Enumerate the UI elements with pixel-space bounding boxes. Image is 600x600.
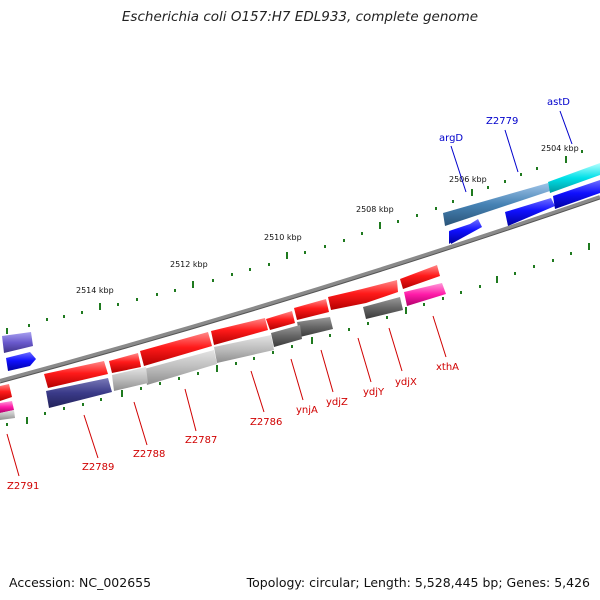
genome-summary-text: Topology: circular; Length: 5,528,445 bp… [246, 575, 590, 590]
gene-forward-purple[interactable] [2, 332, 33, 353]
map-title: Escherichia coli O157:H7 EDL933, complet… [121, 9, 479, 25]
genome-backbone-shadow [0, 198, 600, 384]
gene-forward-blue-3[interactable] [449, 219, 482, 244]
gene-label-ydjX: ydjX [395, 377, 417, 388]
gene-Z2787[interactable] [140, 332, 212, 366]
forward-genes [2, 163, 600, 371]
gene-Z2791-magenta[interactable] [0, 401, 14, 413]
gene-xthA[interactable] [400, 265, 440, 289]
gene-label-xthA: xthA [436, 362, 459, 373]
gene-forward-blue-1[interactable] [6, 352, 36, 371]
gene-ydjZ[interactable] [294, 299, 329, 320]
gene-label-Z2791: Z2791 [7, 481, 39, 492]
gene-Z2789[interactable] [44, 361, 108, 388]
gene-xthA-magenta[interactable] [404, 283, 446, 306]
gene-Z2787-gray[interactable] [144, 350, 217, 385]
gene-ydjY[interactable] [328, 280, 398, 310]
gene-ydjZ-gray[interactable] [297, 317, 333, 337]
label-leaders [6, 110, 573, 477]
gene-ynjA[interactable] [266, 311, 295, 330]
tick-label-2512: 2512 kbp [170, 260, 208, 269]
gene-label-ydjY: ydjY [363, 387, 385, 398]
genome-backbone [0, 195, 600, 383]
gene-Z2786[interactable] [211, 318, 268, 345]
gene-label-argD: argD [439, 133, 463, 144]
gene-label-Z2788: Z2788 [133, 449, 165, 460]
gene-Z2791-gray[interactable] [0, 410, 15, 420]
tick-label-2510: 2510 kbp [264, 233, 302, 242]
gene-forward-blue-4[interactable] [505, 198, 555, 226]
gene-label-Z2779: Z2779 [486, 116, 518, 127]
tick-label-2508: 2508 kbp [356, 205, 394, 214]
outer-tick-track [6, 150, 583, 334]
gene-ydjX[interactable] [363, 297, 403, 319]
tick-label-2504: 2504 kbp [541, 144, 579, 153]
reverse-genes [0, 265, 446, 420]
gene-Z2779[interactable] [548, 163, 600, 193]
tick-label-2514: 2514 kbp [76, 286, 114, 295]
gene-label-astD: astD [547, 97, 570, 108]
gene-label-Z2789: Z2789 [82, 462, 114, 473]
gene-Z2786-gray[interactable] [214, 335, 274, 363]
gene-Z2788[interactable] [109, 353, 141, 373]
tick-label-2506: 2506 kbp [449, 175, 487, 184]
gene-label-ynjA: ynjA [296, 405, 318, 416]
gene-label-Z2786: Z2786 [250, 417, 282, 428]
gene-Z2789-navy[interactable] [46, 378, 112, 408]
gene-label-Z2787: Z2787 [185, 435, 217, 446]
gene-argD[interactable] [443, 183, 550, 226]
gene-astD[interactable] [553, 180, 600, 209]
gene-Z2791[interactable] [0, 384, 12, 401]
accession-text: Accession: NC_002655 [9, 575, 152, 590]
gene-ynjA-gray[interactable] [271, 325, 302, 347]
gene-label-ydjZ: ydjZ [326, 397, 348, 408]
gene-Z2788-gray[interactable] [112, 367, 148, 391]
inner-tick-track [6, 243, 590, 426]
